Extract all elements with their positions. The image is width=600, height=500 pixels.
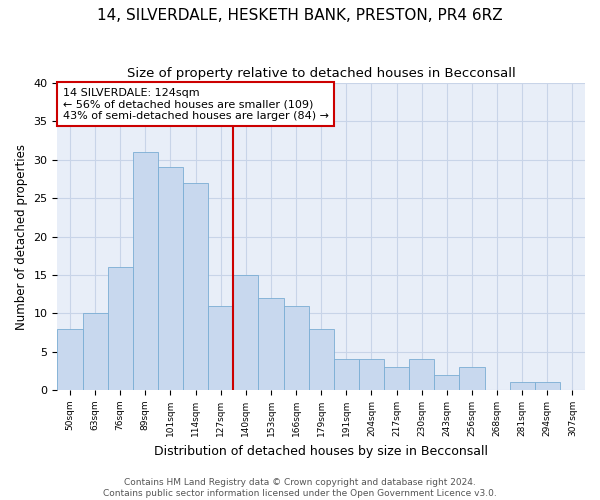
Bar bbox=[83, 314, 107, 390]
Bar bbox=[284, 306, 308, 390]
Bar bbox=[434, 374, 460, 390]
Bar bbox=[208, 306, 233, 390]
Bar bbox=[259, 298, 284, 390]
Bar bbox=[233, 275, 259, 390]
Bar bbox=[509, 382, 535, 390]
Bar bbox=[359, 360, 384, 390]
Bar bbox=[107, 268, 133, 390]
Text: 14 SILVERDALE: 124sqm
← 56% of detached houses are smaller (109)
43% of semi-det: 14 SILVERDALE: 124sqm ← 56% of detached … bbox=[62, 88, 329, 121]
Bar bbox=[409, 360, 434, 390]
Bar bbox=[158, 168, 183, 390]
Bar bbox=[334, 360, 359, 390]
Bar bbox=[308, 328, 334, 390]
Bar bbox=[133, 152, 158, 390]
X-axis label: Distribution of detached houses by size in Becconsall: Distribution of detached houses by size … bbox=[154, 444, 488, 458]
Bar bbox=[58, 328, 83, 390]
Bar bbox=[535, 382, 560, 390]
Bar bbox=[384, 367, 409, 390]
Bar bbox=[183, 183, 208, 390]
Bar bbox=[460, 367, 485, 390]
Y-axis label: Number of detached properties: Number of detached properties bbox=[15, 144, 28, 330]
Text: 14, SILVERDALE, HESKETH BANK, PRESTON, PR4 6RZ: 14, SILVERDALE, HESKETH BANK, PRESTON, P… bbox=[97, 8, 503, 22]
Text: Contains HM Land Registry data © Crown copyright and database right 2024.
Contai: Contains HM Land Registry data © Crown c… bbox=[103, 478, 497, 498]
Title: Size of property relative to detached houses in Becconsall: Size of property relative to detached ho… bbox=[127, 68, 515, 80]
